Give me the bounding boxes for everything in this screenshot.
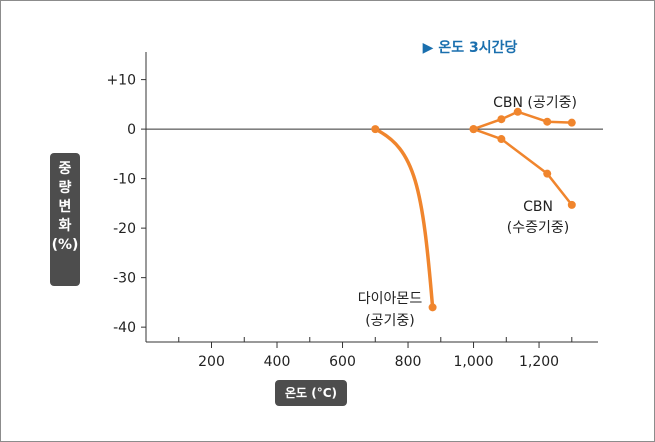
data-point-cbn-air (513, 107, 522, 116)
annotation-diamond: 다이아몬드 (358, 291, 423, 307)
data-point-diamond (428, 303, 437, 312)
annotation-cbn-steam: (수증기중) (507, 220, 569, 236)
x-tick-label: 400 (264, 354, 291, 370)
data-point-diamond (371, 125, 380, 134)
data-point-cbn-steam (469, 125, 478, 134)
y-axis-label-char: 량 (58, 180, 72, 196)
x-tick-label: 600 (329, 354, 356, 370)
y-tick-label: -20 (113, 221, 136, 237)
y-tick-label: -40 (113, 320, 136, 336)
y-axis-label-box (50, 153, 80, 286)
series-line-diamond (373, 127, 435, 310)
y-axis-label-char: 변 (58, 199, 72, 215)
y-tick-label: -10 (113, 172, 136, 188)
series-line-cbn-steam (472, 127, 574, 207)
annotation-diamond: (공기중) (365, 313, 415, 329)
y-axis-label: 중 량 변 화 (%) (50, 160, 80, 255)
data-point-cbn-air (497, 115, 506, 124)
data-point-cbn-air (567, 118, 576, 127)
y-axis-label-char: 화 (58, 218, 72, 234)
y-axis-label-unit: (%) (51, 237, 79, 253)
x-axis-label: 온도 (°C) (275, 380, 347, 406)
y-tick-label: +10 (106, 73, 136, 89)
x-tick-label: 200 (198, 354, 225, 370)
x-tick-label: 800 (395, 354, 422, 370)
annotation-cbn-air: CBN (공기중) (493, 95, 577, 111)
y-tick-label: 0 (127, 122, 136, 138)
data-point-cbn-air (543, 117, 552, 126)
chart-note: ▶ 온도 3시간당 (423, 39, 518, 56)
series-line-cbn-air (472, 110, 574, 131)
data-point-cbn-steam (543, 169, 552, 178)
x-tick-label: 1,000 (453, 354, 493, 370)
annotation-cbn-steam: CBN (523, 199, 553, 215)
y-tick-label: -30 (113, 271, 136, 287)
data-point-cbn-steam (497, 135, 506, 144)
data-point-cbn-steam (567, 200, 576, 209)
x-tick-label: 1,200 (519, 354, 559, 370)
y-axis-label-char: 중 (58, 161, 72, 177)
